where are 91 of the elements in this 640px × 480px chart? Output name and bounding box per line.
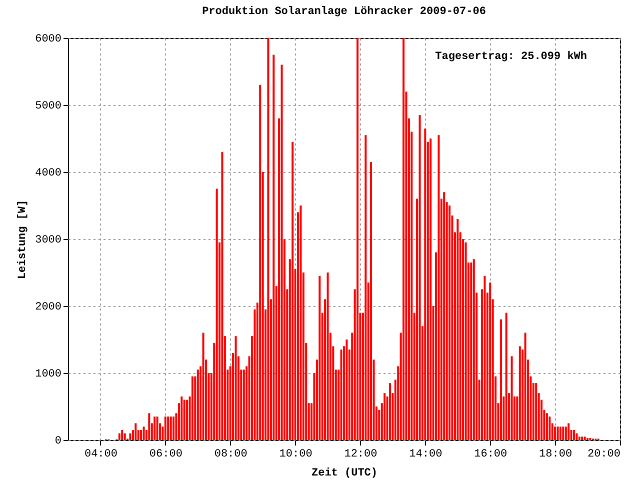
x-tick-label: 16:00 — [474, 448, 508, 460]
bar — [183, 400, 186, 440]
bar — [234, 336, 237, 440]
bar — [470, 262, 472, 440]
bar — [202, 332, 204, 440]
chart-title: Produktion Solaranlage Löhracker 2009-07-06 — [202, 6, 486, 18]
bar — [142, 426, 145, 440]
bar — [418, 115, 421, 440]
bar — [510, 356, 513, 440]
y-axis-title: Leistung [W] — [17, 200, 30, 280]
bar — [464, 242, 467, 440]
bar — [172, 416, 175, 440]
y-tick-label: 0 — [54, 436, 62, 448]
bar — [346, 340, 348, 440]
bar — [216, 188, 218, 440]
bar — [340, 350, 342, 440]
bar — [280, 64, 283, 440]
y-tick-label: 5000 — [35, 100, 62, 112]
bar — [562, 426, 564, 440]
bar — [584, 436, 586, 440]
bar — [154, 416, 156, 440]
bar — [221, 152, 224, 440]
bar — [581, 436, 584, 440]
bar — [259, 84, 262, 440]
x-axis-title: Zeit (UTC) — [311, 468, 378, 480]
y-tick-label: 2000 — [35, 302, 62, 314]
x-tick-label: 12:00 — [344, 448, 378, 460]
x-tick-label: 14:00 — [409, 448, 442, 460]
bar — [148, 413, 150, 440]
bar — [167, 416, 170, 440]
bar — [500, 319, 502, 440]
bar — [121, 430, 124, 440]
bar — [548, 416, 551, 440]
bar — [118, 433, 120, 440]
bar — [196, 370, 199, 440]
bar — [568, 423, 570, 440]
bar — [134, 423, 137, 440]
bar — [384, 393, 386, 440]
bar — [292, 142, 294, 440]
bar — [472, 259, 475, 440]
bar — [438, 135, 440, 440]
bar — [191, 376, 194, 440]
bar — [443, 192, 446, 440]
x-tick-label: 08:00 — [214, 448, 248, 460]
y-tick-label: 4000 — [35, 168, 62, 180]
bar — [164, 416, 166, 440]
x-tick-label: 04:00 — [84, 448, 118, 460]
bar — [546, 413, 548, 440]
bar — [564, 426, 567, 440]
bar — [556, 426, 559, 440]
bar — [170, 416, 172, 440]
bar — [535, 383, 538, 440]
bar — [318, 276, 321, 440]
bar — [505, 312, 508, 440]
bar — [364, 135, 367, 440]
bar — [356, 38, 359, 440]
x-tick-label: 20:00 — [587, 448, 620, 460]
bar — [186, 400, 188, 440]
bar — [389, 383, 391, 440]
x-tick-label: 06:00 — [149, 448, 182, 460]
y-tick-label: 1000 — [35, 368, 62, 380]
annotation: Tagesertrag: 25.099 kWh — [435, 51, 587, 63]
bar — [559, 426, 562, 440]
bar — [484, 276, 486, 440]
bar — [180, 396, 183, 440]
bar — [430, 138, 432, 440]
bar — [489, 282, 492, 440]
bar — [576, 433, 578, 440]
bar — [156, 416, 158, 440]
y-tick-label: 3000 — [35, 234, 62, 246]
bar — [518, 346, 521, 440]
bar — [300, 206, 302, 440]
bar — [267, 38, 270, 440]
bar — [370, 162, 372, 440]
bar — [554, 426, 556, 440]
x-tick-label: 10:00 — [279, 448, 312, 460]
bar — [456, 218, 459, 440]
bar — [448, 206, 451, 440]
bar — [124, 433, 126, 440]
bar — [578, 436, 580, 440]
bar — [326, 272, 329, 440]
bar — [272, 54, 275, 440]
bar — [424, 128, 426, 440]
bar — [242, 370, 245, 440]
bar — [402, 38, 405, 440]
bar — [524, 332, 526, 440]
y-tick-label: 6000 — [35, 34, 62, 46]
bar — [573, 430, 575, 440]
bar — [129, 433, 132, 440]
bar — [140, 430, 142, 440]
x-tick-label: 18:00 — [539, 448, 572, 460]
